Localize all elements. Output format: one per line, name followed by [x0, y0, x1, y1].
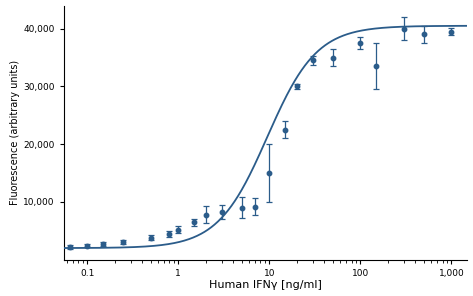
Y-axis label: Fluorescence (arbitrary units): Fluorescence (arbitrary units) — [10, 60, 20, 205]
X-axis label: Human IFNγ [ng/ml]: Human IFNγ [ng/ml] — [209, 280, 322, 290]
